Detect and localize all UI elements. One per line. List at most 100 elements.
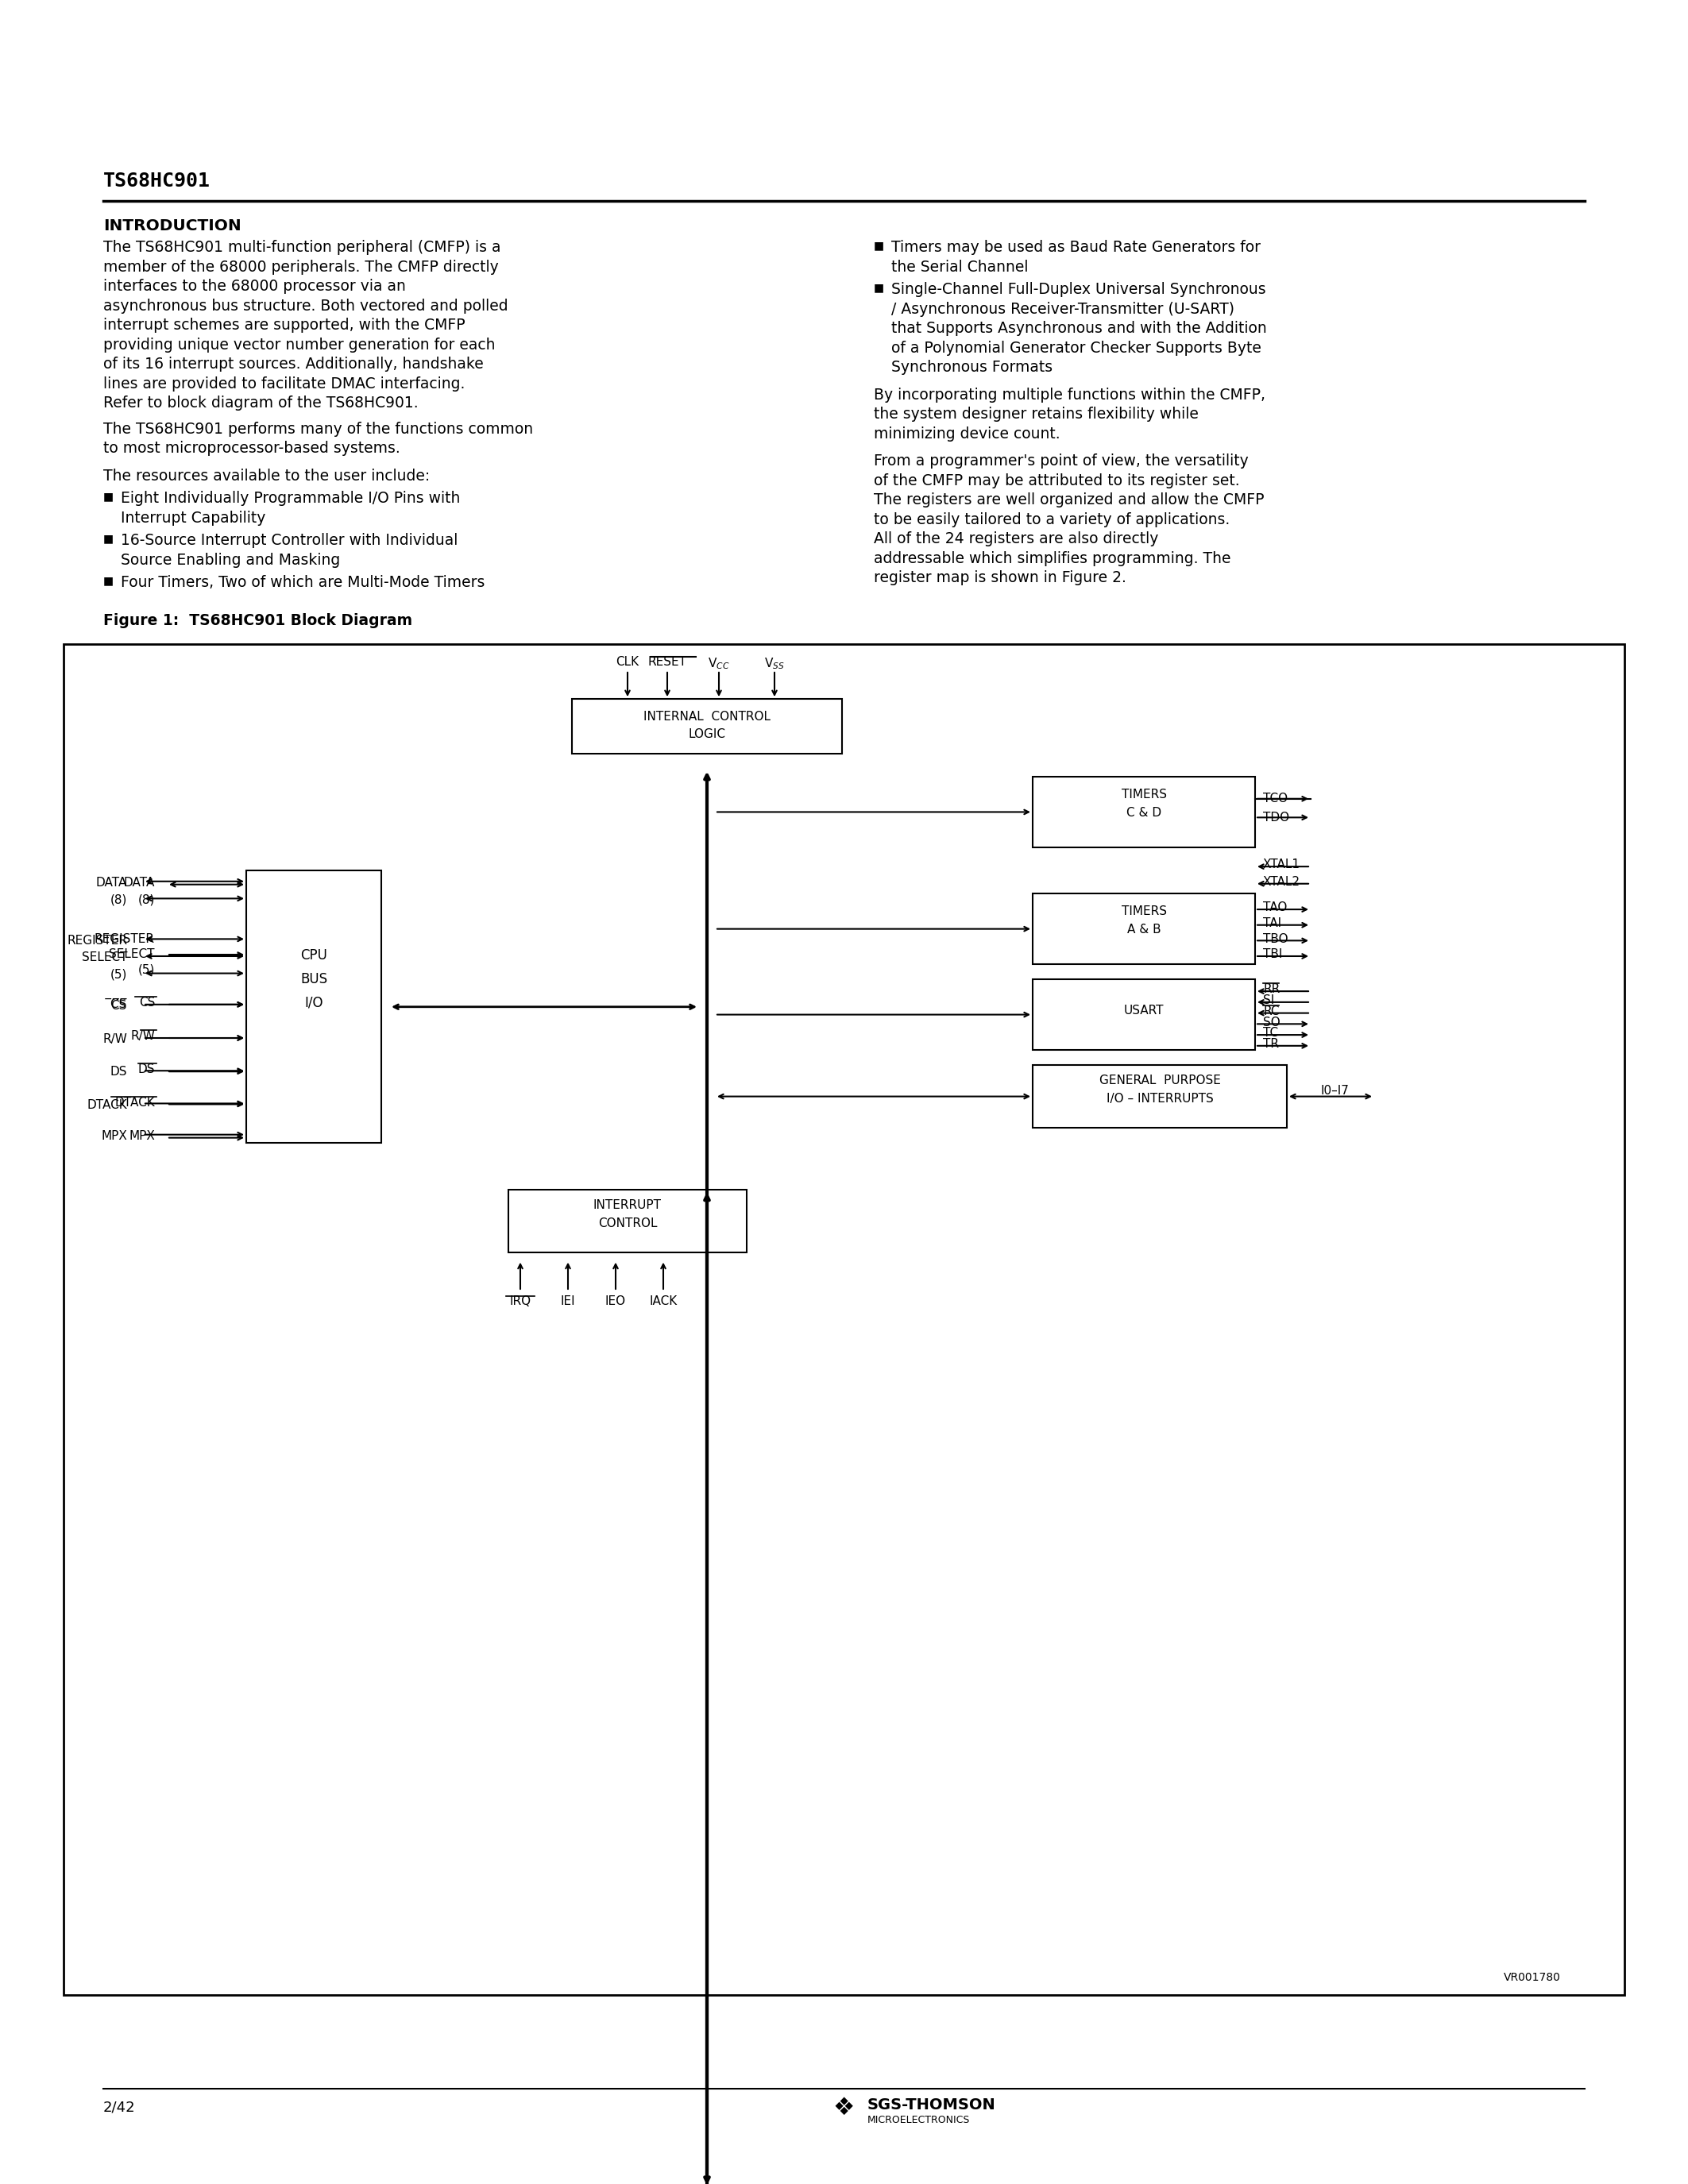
Text: CS: CS (138, 996, 155, 1009)
Text: BUS: BUS (300, 972, 327, 985)
Text: member of the 68000 peripherals. The CMFP directly: member of the 68000 peripherals. The CMF… (103, 260, 498, 275)
Bar (1033, 778, 1256, 847)
Text: the system designer retains flexibility while: the system designer retains flexibility … (874, 406, 1198, 422)
Text: TR: TR (1263, 1037, 1280, 1051)
Bar (64, 644, 1624, 1994)
Text: DATA: DATA (123, 876, 155, 889)
Text: RC: RC (1263, 1005, 1280, 1018)
Bar (246, 871, 381, 1142)
Text: INTRODUCTION: INTRODUCTION (103, 218, 241, 234)
Text: Source Enabling and Masking: Source Enabling and Masking (122, 553, 341, 568)
Text: DS: DS (138, 1064, 155, 1077)
Text: to most microprocessor-based systems.: to most microprocessor-based systems. (103, 441, 400, 456)
Text: addressable which simplifies programming. The: addressable which simplifies programming… (874, 550, 1231, 566)
Text: ■: ■ (103, 574, 113, 585)
Text: of a Polynomial Generator Checker Supports Byte: of a Polynomial Generator Checker Suppor… (891, 341, 1261, 356)
Text: CPU: CPU (300, 948, 327, 963)
Bar (508, 1190, 746, 1251)
Text: TS68HC901: TS68HC901 (103, 170, 211, 190)
Text: (5): (5) (110, 970, 127, 981)
Text: ❖: ❖ (832, 2097, 854, 2118)
Text: Figure 1:  TS68HC901 Block Diagram: Figure 1: TS68HC901 Block Diagram (103, 614, 412, 629)
Text: minimizing device count.: minimizing device count. (874, 426, 1060, 441)
Text: GENERAL  PURPOSE: GENERAL PURPOSE (1099, 1075, 1220, 1088)
Text: Refer to block diagram of the TS68HC901.: Refer to block diagram of the TS68HC901. (103, 395, 419, 411)
Text: From a programmer's point of view, the versatility: From a programmer's point of view, the v… (874, 454, 1249, 470)
Text: All of the 24 registers are also directly: All of the 24 registers are also directl… (874, 531, 1158, 546)
Text: that Supports Asynchronous and with the Addition: that Supports Asynchronous and with the … (891, 321, 1266, 336)
Text: CS: CS (111, 1000, 127, 1011)
Text: Interrupt Capability: Interrupt Capability (122, 511, 265, 526)
Text: CLK: CLK (616, 655, 640, 668)
Text: SELECT: SELECT (81, 952, 127, 963)
Text: R/W: R/W (130, 1031, 155, 1042)
Text: (8): (8) (110, 893, 127, 906)
Text: DS: DS (110, 1066, 127, 1079)
Text: / Asynchronous Receiver-Transmitter (U-SART): / Asynchronous Receiver-Transmitter (U-S… (891, 301, 1234, 317)
Text: SO: SO (1263, 1016, 1280, 1029)
Text: TIMERS: TIMERS (1121, 906, 1166, 917)
Text: 2/42: 2/42 (103, 2101, 135, 2114)
Text: of its 16 interrupt sources. Additionally, handshake: of its 16 interrupt sources. Additionall… (103, 356, 483, 371)
Text: XTAL2: XTAL2 (1263, 876, 1300, 889)
Text: The TS68HC901 performs many of the functions common: The TS68HC901 performs many of the funct… (103, 422, 533, 437)
Text: lines are provided to facilitate DMAC interfacing.: lines are provided to facilitate DMAC in… (103, 376, 464, 391)
Text: the Serial Channel: the Serial Channel (891, 260, 1028, 275)
Text: Four Timers, Two of which are Multi-Mode Timers: Four Timers, Two of which are Multi-Mode… (122, 574, 484, 590)
Text: DTACK: DTACK (115, 1096, 155, 1107)
Text: SI: SI (1263, 994, 1274, 1007)
Text: CONTROL: CONTROL (598, 1216, 657, 1230)
Text: interrupt schemes are supported, with the CMFP: interrupt schemes are supported, with th… (103, 319, 466, 332)
Text: MPX: MPX (101, 1129, 127, 1142)
Bar (572, 699, 842, 753)
Text: Eight Individually Programmable I/O Pins with: Eight Individually Programmable I/O Pins… (122, 491, 461, 507)
Text: TC: TC (1263, 1026, 1278, 1040)
Text: RR: RR (1263, 983, 1280, 996)
Text: asynchronous bus structure. Both vectored and polled: asynchronous bus structure. Both vectore… (103, 299, 508, 314)
Text: TDO: TDO (1263, 812, 1290, 823)
Text: 16-Source Interrupt Controller with Individual: 16-Source Interrupt Controller with Indi… (122, 533, 457, 548)
Text: TIMERS: TIMERS (1121, 788, 1166, 802)
Text: I0–I7: I0–I7 (1320, 1085, 1349, 1096)
Text: interfaces to the 68000 processor via an: interfaces to the 68000 processor via an (103, 280, 405, 295)
Text: INTERRUPT: INTERRUPT (594, 1199, 662, 1212)
Text: register map is shown in Figure 2.: register map is shown in Figure 2. (874, 570, 1126, 585)
Text: RESET: RESET (648, 655, 687, 668)
Text: ■: ■ (103, 491, 113, 502)
Text: INTERNAL  CONTROL: INTERNAL CONTROL (643, 710, 770, 723)
Text: providing unique vector number generation for each: providing unique vector number generatio… (103, 339, 495, 352)
Text: ̅C̅S̅: ̅C̅S̅ (111, 998, 127, 1011)
Text: ■: ■ (874, 282, 885, 293)
Text: (8): (8) (138, 893, 155, 906)
Text: V$_{CC}$: V$_{CC}$ (707, 655, 729, 670)
Text: REGISTER: REGISTER (68, 935, 127, 946)
Text: Timers may be used as Baud Rate Generators for: Timers may be used as Baud Rate Generato… (891, 240, 1261, 256)
Bar (1033, 1066, 1286, 1127)
Text: USART: USART (1124, 1005, 1165, 1016)
Text: IEI: IEI (560, 1295, 576, 1306)
Text: Single-Channel Full-Duplex Universal Synchronous: Single-Channel Full-Duplex Universal Syn… (891, 282, 1266, 297)
Text: REGISTER: REGISTER (95, 933, 155, 946)
Text: SGS-THOMSON: SGS-THOMSON (868, 2099, 996, 2112)
Text: DATA: DATA (96, 876, 127, 889)
Text: C & D: C & D (1126, 806, 1161, 819)
Text: XTAL1: XTAL1 (1263, 858, 1300, 871)
Text: The resources available to the user include:: The resources available to the user incl… (103, 467, 430, 483)
Text: A & B: A & B (1128, 924, 1161, 935)
Text: MPX: MPX (128, 1129, 155, 1142)
Text: ■: ■ (874, 240, 885, 251)
Text: I/O: I/O (304, 996, 322, 1009)
Bar (1033, 893, 1256, 963)
Text: LOGIC: LOGIC (689, 729, 726, 740)
Text: IRQ: IRQ (510, 1295, 532, 1306)
Text: (5): (5) (138, 963, 155, 976)
Text: TAI: TAI (1263, 917, 1281, 928)
Text: TBI: TBI (1263, 948, 1283, 961)
Text: of the CMFP may be attributed to its register set.: of the CMFP may be attributed to its reg… (874, 474, 1239, 487)
Text: to be easily tailored to a variety of applications.: to be easily tailored to a variety of ap… (874, 511, 1231, 526)
Text: TAO: TAO (1263, 902, 1288, 913)
Text: Synchronous Formats: Synchronous Formats (891, 360, 1053, 376)
Text: I/O – INTERRUPTS: I/O – INTERRUPTS (1106, 1092, 1214, 1105)
Text: VR001780: VR001780 (1504, 1972, 1561, 1983)
Text: DTACK: DTACK (86, 1099, 127, 1112)
